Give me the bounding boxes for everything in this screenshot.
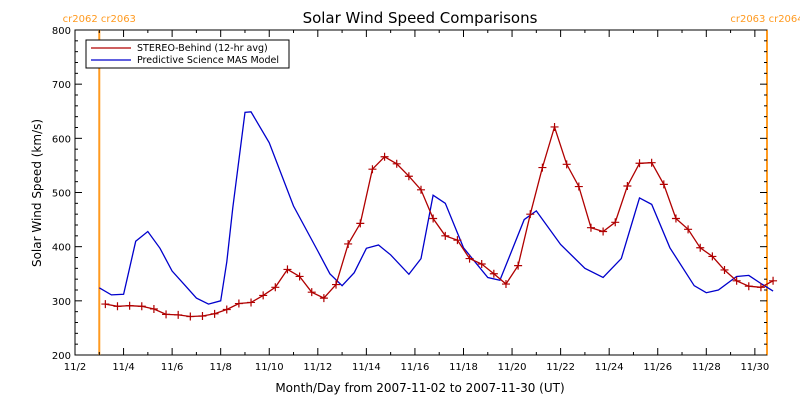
series-layer — [98, 111, 778, 321]
data-point-marker — [489, 269, 498, 278]
data-point-marker — [501, 280, 510, 289]
series-line — [98, 111, 774, 305]
series-predictive-science-mas-model — [98, 111, 774, 305]
data-point-marker — [259, 291, 268, 300]
x-tick-label: 11/6 — [161, 362, 183, 373]
data-point-marker — [198, 312, 207, 320]
data-point-marker — [356, 219, 365, 228]
data-point-marker — [307, 288, 316, 297]
data-point-marker — [538, 163, 547, 172]
data-point-marker — [137, 302, 146, 311]
data-point-marker — [222, 305, 231, 314]
data-point-marker — [465, 254, 474, 263]
y-axis: 200 300 400 500 600 700 800 — [52, 26, 767, 362]
data-point-marker — [368, 165, 377, 174]
x-tick-label: 11/12 — [303, 362, 332, 373]
data-point-marker — [417, 185, 425, 194]
data-point-marker — [586, 223, 595, 232]
data-point-marker — [635, 159, 644, 168]
data-point-marker — [756, 283, 765, 292]
data-point-marker — [647, 158, 656, 167]
data-point-marker — [744, 282, 753, 291]
data-point-marker — [271, 283, 280, 292]
carrington-marker-label: cr2063 cr2064 — [730, 14, 800, 25]
y-tick-label: 800 — [52, 26, 71, 37]
data-point-marker — [319, 294, 328, 303]
data-point-marker — [611, 218, 620, 227]
x-tick-label: 11/16 — [401, 362, 430, 373]
y-tick-label: 200 — [52, 351, 71, 362]
data-point-marker — [186, 312, 195, 321]
x-tick-label: 11/20 — [498, 362, 527, 373]
y-tick-label: 600 — [52, 134, 71, 145]
y-tick-label: 700 — [52, 80, 71, 91]
chart-title: Solar Wind Speed Comparisons — [303, 9, 538, 27]
data-point-marker — [708, 252, 717, 261]
carrington-marker-label: cr2062 cr2063 — [63, 14, 136, 25]
data-point-marker — [113, 302, 122, 311]
data-point-marker — [380, 152, 389, 161]
y-tick-label: 500 — [52, 189, 71, 200]
data-point-marker — [671, 214, 680, 223]
legend: STEREO-Behind (12-hr avg) Predictive Sci… — [85, 39, 290, 69]
data-point-marker — [234, 299, 243, 308]
x-tick-label: 11/10 — [255, 362, 284, 373]
legend-box — [85, 39, 290, 69]
x-tick-label: 11/8 — [209, 362, 231, 373]
data-point-marker — [247, 298, 256, 307]
data-point-marker — [659, 180, 668, 189]
data-point-marker — [283, 265, 292, 274]
x-tick-label: 11/28 — [692, 362, 721, 373]
data-point-marker — [732, 276, 741, 285]
data-point-marker — [623, 182, 632, 190]
data-point-marker — [162, 310, 171, 319]
data-point-marker — [477, 260, 486, 268]
data-point-marker — [429, 214, 438, 223]
legend-label-mas: Predictive Science MAS Model — [137, 55, 279, 66]
y-tick-label: 300 — [52, 297, 71, 308]
data-point-marker — [404, 172, 413, 181]
data-point-marker — [720, 265, 729, 274]
data-point-marker — [125, 301, 134, 310]
x-tick-label: 11/24 — [595, 362, 624, 373]
data-point-marker — [550, 122, 559, 131]
x-tick-label: 11/30 — [740, 362, 769, 373]
y-axis-label: Solar Wind Speed (km/s) — [30, 119, 44, 267]
x-tick-label: 11/18 — [449, 362, 478, 373]
data-point-marker — [344, 239, 353, 248]
data-point-marker — [332, 280, 341, 289]
data-point-marker — [526, 210, 535, 219]
x-tick-label: 11/22 — [546, 362, 575, 373]
data-point-marker — [101, 300, 110, 309]
data-point-marker — [696, 243, 705, 252]
x-tick-label: 11/14 — [352, 362, 381, 373]
data-point-marker — [599, 227, 608, 236]
legend-label-stereo: STEREO-Behind (12-hr avg) — [137, 43, 268, 54]
x-tick-label: 11/26 — [643, 362, 672, 373]
x-tick-label: 11/4 — [112, 362, 134, 373]
data-point-marker — [453, 236, 462, 245]
y-tick-label: 400 — [52, 243, 71, 254]
x-tick-label: 11/2 — [64, 362, 86, 373]
data-point-marker — [684, 225, 693, 234]
data-point-marker — [392, 159, 401, 168]
series-line — [105, 124, 774, 318]
data-point-marker — [174, 310, 183, 319]
series-stereo-behind-12-hr-avg — [101, 122, 778, 321]
data-point-marker — [562, 160, 571, 169]
data-point-marker — [769, 276, 778, 285]
x-axis-label: Month/Day from 2007-11-02 to 2007-11-30 … — [275, 381, 564, 395]
data-point-marker — [574, 182, 583, 191]
data-point-marker — [514, 261, 523, 270]
x-axis: 11/2 11/4 11/6 11/8 11/10 11/12 11/14 11/16 11/1… — [64, 30, 769, 373]
data-point-marker — [149, 304, 158, 313]
data-point-marker — [441, 231, 450, 240]
data-point-marker — [210, 309, 219, 318]
data-point-marker — [295, 272, 304, 281]
